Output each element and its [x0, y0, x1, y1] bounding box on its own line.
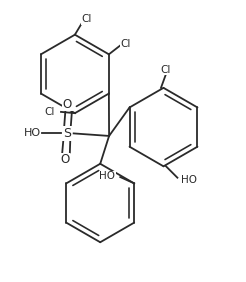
Text: Cl: Cl — [82, 14, 92, 24]
Text: Cl: Cl — [45, 107, 55, 117]
Text: O: O — [63, 98, 72, 111]
Text: Cl: Cl — [120, 39, 131, 49]
Text: S: S — [63, 127, 71, 140]
Text: HO: HO — [99, 171, 115, 181]
Text: O: O — [60, 153, 69, 166]
Text: HO: HO — [24, 128, 41, 138]
Text: Cl: Cl — [161, 65, 171, 75]
Text: HO: HO — [181, 175, 197, 185]
